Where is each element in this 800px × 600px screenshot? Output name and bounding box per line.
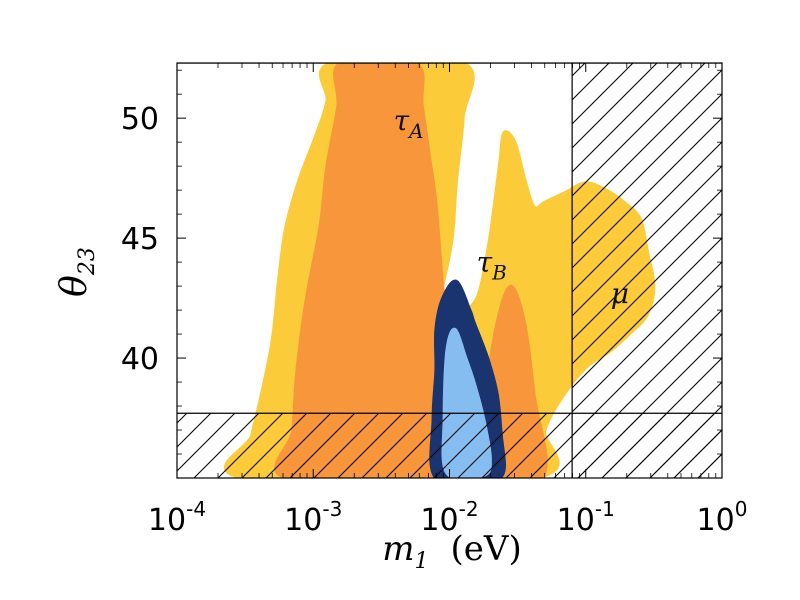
exclusion-high-mass — [572, 63, 722, 478]
x-tick-label-exp: -1 — [595, 497, 615, 521]
region-label: τA — [394, 104, 424, 143]
x-tick-label-exp: -2 — [459, 497, 479, 521]
x-axis-label-unit: (eV) — [451, 529, 522, 569]
x-tick-label-exp: -4 — [186, 497, 206, 521]
y-tick-label: 40 — [121, 342, 159, 377]
x-tick-label: 10-3 — [284, 497, 342, 538]
region-label: τB — [477, 246, 507, 285]
x-tick-label: 10-2 — [420, 497, 478, 538]
x-tick-label-base: 10 — [697, 503, 735, 538]
x-axis-label: m1 (eV) — [382, 529, 521, 574]
y-tick-label: 45 — [121, 222, 159, 257]
excluded-regions — [177, 63, 722, 478]
x-axis-label-base: m — [382, 529, 414, 569]
region-label-sub: A — [407, 119, 423, 143]
x-tick-label-exp: 0 — [735, 497, 748, 521]
x-tick-label: 10-1 — [557, 497, 615, 538]
x-tick-label-base: 10 — [557, 503, 595, 538]
y-axis-label-sub: 23 — [75, 247, 100, 276]
x-tick-label: 10-4 — [148, 497, 206, 538]
y-axis-label-base: θ — [54, 275, 95, 297]
region-label-base: τ — [394, 104, 410, 137]
x-tick-label-exp: -3 — [322, 497, 342, 521]
region-label-sub: B — [491, 261, 507, 285]
region-label-base: τ — [477, 246, 493, 279]
region-label-base: μ — [611, 277, 629, 310]
x-tick-label-base: 10 — [284, 503, 322, 538]
y-tick-label: 50 — [121, 102, 159, 137]
x-tick-label-base: 10 — [420, 503, 458, 538]
x-axis-label-sub: 1 — [415, 549, 429, 574]
x-tick-label-base: 10 — [148, 503, 186, 538]
y-axis-label: θ23 — [54, 247, 100, 297]
x-tick-label: 100 — [697, 497, 748, 538]
region-label: μ — [611, 277, 629, 310]
